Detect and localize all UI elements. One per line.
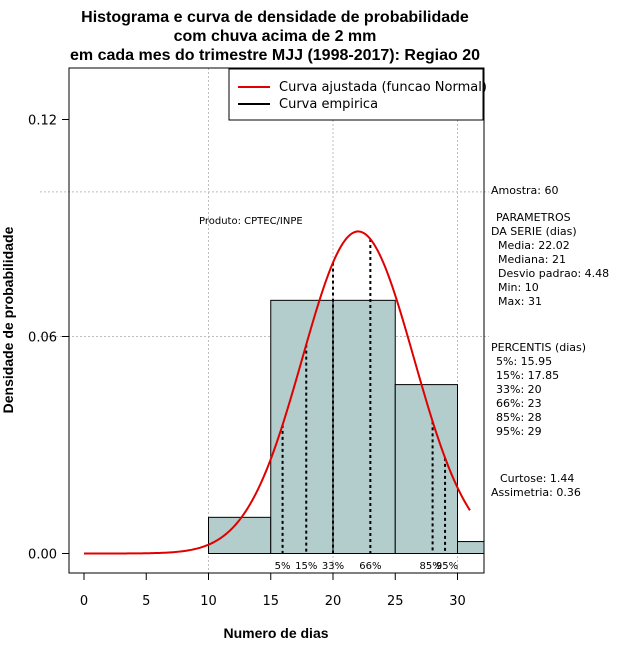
histogram-bar-3 — [394, 384, 458, 554]
params-title-1: PARAMETROS — [496, 211, 571, 224]
percentile-85: 85%: 28 — [496, 411, 542, 424]
percentile-label-4: 85% — [419, 561, 441, 572]
param-median: Mediana: 21 — [498, 253, 566, 266]
percentile-95: 95%: 29 — [496, 425, 542, 438]
chart-title-line-3: em cada mes do trimestre MJJ (1998-2017)… — [70, 47, 480, 64]
y-axis-title: Densidade de probabilidade — [0, 226, 16, 413]
histogram-bar-2 — [332, 299, 396, 554]
y-tick-label-1: 0.06 — [28, 330, 57, 345]
chart-title-line-2: com chuva acima de 2 mm — [174, 28, 377, 45]
x-tick-label-3: 15 — [262, 594, 279, 609]
normal-curve-line — [84, 230, 471, 555]
y-axis: 0.00 0.06 0.12 — [28, 113, 69, 563]
percentile-lines — [281, 239, 447, 554]
x-axis-title: Numero de dias — [223, 625, 328, 641]
y-tick-label-2: 0.12 — [28, 113, 57, 128]
percentile-label-1: 15% — [295, 561, 317, 572]
percentile-label-5: 95% — [436, 561, 458, 572]
param-max: Max: 31 — [498, 295, 542, 308]
sample-size: Amostra: 60 — [491, 184, 558, 197]
percentile-label-3: 66% — [359, 561, 381, 572]
param-mean: Media: 22.02 — [498, 239, 570, 252]
kurtosis: Curtose: 1.44 — [500, 472, 574, 485]
x-axis: 0 5 10 15 20 25 30 — [80, 572, 466, 609]
param-min: Min: 10 — [498, 281, 539, 294]
legend-box — [228, 68, 484, 121]
histogram-bars — [208, 299, 485, 555]
product-note: Produto: CPTEC/INPE — [199, 216, 303, 227]
x-tick-label-0: 0 — [80, 594, 88, 609]
percentile-15: 15%: 17.85 — [496, 369, 559, 382]
histogram-bar-1 — [270, 299, 334, 554]
percentiles-title: PERCENTIS (dias) — [491, 341, 586, 354]
legend: Curva ajustada (funcao Normal) Curva emp… — [228, 68, 487, 121]
percentile-5: 5%: 15.95 — [496, 355, 552, 368]
chart-title-line-1: Histograma e curva de densidade de proba… — [81, 9, 469, 26]
x-tick-label-4: 20 — [325, 594, 342, 609]
legend-label-normal: Curva ajustada (funcao Normal) — [279, 80, 487, 95]
params-title-2: DA SERIE (dias) — [491, 225, 577, 238]
percentile-66: 66%: 23 — [496, 397, 542, 410]
histogram-bar-4 — [457, 541, 485, 554]
param-sd: Desvio padrao: 4.48 — [498, 267, 609, 280]
percentile-33: 33%: 20 — [496, 383, 542, 396]
y-tick-label-0: 0.00 — [28, 548, 57, 563]
x-tick-label-2: 10 — [200, 594, 217, 609]
x-tick-label-1: 5 — [142, 594, 150, 609]
legend-label-empirical: Curva empirica — [279, 97, 378, 112]
x-tick-label-6: 30 — [449, 594, 466, 609]
percentile-label-0: 5% — [275, 561, 291, 572]
histogram-bar-0 — [208, 516, 272, 555]
percentile-labels: 5% 15% 33% 66% 85%95% — [275, 561, 459, 572]
skewness: Assimetria: 0.36 — [491, 486, 581, 499]
x-tick-label-5: 25 — [387, 594, 404, 609]
percentile-label-2: 33% — [322, 561, 344, 572]
stats-panel: Amostra: 60 PARAMETROS DA SERIE (dias) M… — [491, 184, 609, 499]
